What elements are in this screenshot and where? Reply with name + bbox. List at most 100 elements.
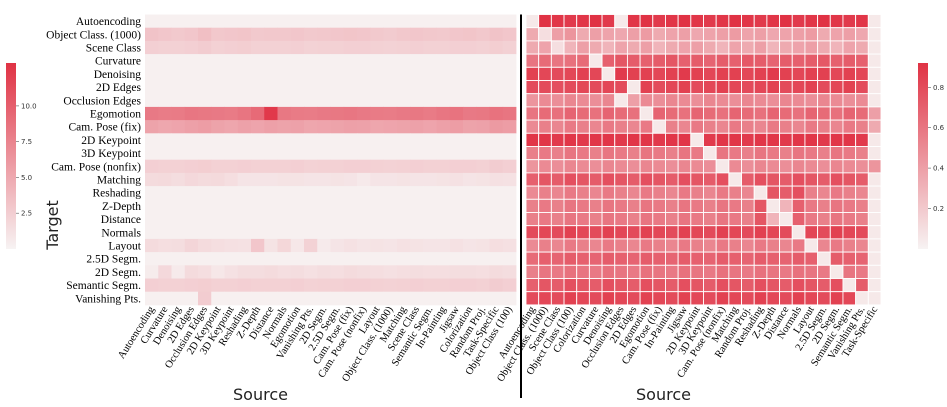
heatmap-cell	[550, 132, 565, 147]
heatmap-cell	[829, 93, 844, 108]
heatmap-cell	[317, 291, 331, 306]
heatmap-cell	[677, 14, 692, 29]
heatmap-cell	[817, 238, 831, 253]
heatmap-cell	[489, 252, 504, 266]
heatmap-cell	[290, 80, 305, 95]
heatmap-cell	[211, 238, 225, 253]
heatmap-cell	[867, 66, 882, 81]
heatmap-cell	[804, 53, 819, 68]
heatmap-cell	[563, 40, 578, 55]
heatmap-cell	[779, 238, 793, 253]
row-label: Cam. Pose (fix)	[68, 122, 141, 134]
heatmap-cell	[370, 14, 384, 29]
heatmap-cell	[665, 159, 679, 174]
heatmap-cell	[502, 67, 517, 81]
heatmap-cell	[251, 146, 265, 161]
heatmap-cell	[423, 159, 437, 174]
heatmap-panel-1	[145, 14, 517, 306]
heatmap-cell	[290, 252, 305, 266]
heatmap-cell	[867, 146, 882, 161]
heatmap-cell	[525, 40, 540, 55]
heatmap-cell	[396, 146, 411, 161]
heatmap-cell	[171, 212, 186, 227]
heatmap-cell	[601, 291, 616, 306]
heatmap-cell	[171, 40, 186, 55]
heatmap-cell	[171, 225, 186, 240]
heatmap-cell	[449, 120, 464, 134]
heatmap-cell	[171, 80, 186, 95]
heatmap-cell	[703, 172, 717, 187]
heatmap-cell	[626, 119, 641, 134]
heatmap-cell	[264, 212, 278, 227]
heatmap-cell	[158, 14, 172, 29]
heatmap-cell	[563, 93, 578, 108]
heatmap-cell	[237, 159, 252, 174]
heatmap-cell	[449, 67, 464, 81]
heatmap-cell	[741, 159, 755, 174]
heatmap-cell	[224, 252, 239, 266]
heatmap-cell	[817, 14, 831, 29]
heatmap-cell	[588, 14, 603, 29]
heatmap-cell	[449, 106, 464, 121]
heatmap-cell	[703, 132, 717, 147]
heatmap-cell	[588, 53, 603, 68]
heatmap-cell	[145, 67, 159, 81]
heatmap-cell	[304, 186, 318, 200]
heatmap-cell	[436, 27, 451, 42]
heatmap-cell	[563, 238, 578, 253]
heatmap-cell	[264, 80, 278, 95]
heatmap-cell	[614, 291, 628, 306]
heatmap-cell	[538, 172, 552, 187]
heatmap-cell	[277, 120, 292, 134]
heatmap-cell	[741, 238, 755, 253]
heatmap-cell	[525, 106, 540, 121]
colorbar-tick-label: 2.5	[21, 210, 32, 218]
heatmap-cell	[145, 80, 159, 95]
heatmap-cell	[538, 132, 552, 147]
heatmap-cell	[396, 93, 411, 108]
heatmap-cell	[396, 278, 411, 293]
heatmap-cell	[184, 67, 199, 81]
row-label: Distance	[101, 214, 141, 226]
heatmap-cell	[855, 212, 869, 227]
row-label: Autoencoding	[76, 16, 141, 28]
heatmap-cell	[626, 66, 641, 81]
heatmap-cell	[576, 278, 590, 293]
heatmap-cell	[728, 80, 742, 95]
row-label: Semantic Segm.	[66, 280, 141, 292]
heatmap-cell	[330, 27, 345, 42]
heatmap-cell	[779, 119, 793, 134]
heatmap-cell	[251, 67, 265, 81]
heatmap-cell	[728, 291, 742, 306]
heatmap-cell	[829, 40, 844, 55]
heatmap-cell	[158, 40, 172, 55]
heatmap-cell	[463, 106, 477, 121]
heatmap-cell	[550, 278, 565, 293]
heatmap-cell	[601, 66, 616, 81]
heatmap-cell	[525, 172, 540, 187]
heatmap-cell	[829, 80, 844, 95]
heatmap-cell	[639, 264, 654, 279]
heatmap-cell	[525, 291, 540, 306]
heatmap-cell	[867, 93, 882, 108]
heatmap-cell	[396, 291, 411, 306]
heatmap-cell	[779, 159, 793, 174]
heatmap-cell	[550, 106, 565, 121]
heatmap-cell	[211, 199, 225, 213]
heatmap-cell	[550, 53, 565, 68]
heatmap-cell	[463, 133, 477, 147]
heatmap-cell	[728, 40, 742, 55]
heatmap-cell	[855, 40, 869, 55]
heatmap-cell	[842, 14, 857, 29]
heatmap-cell	[436, 159, 451, 174]
heatmap-cell	[867, 40, 882, 55]
heatmap-cell	[804, 159, 819, 174]
heatmap-cell	[502, 199, 517, 213]
heatmap-cell	[804, 106, 819, 121]
heatmap-cell	[489, 278, 504, 293]
heatmap-cell	[829, 225, 844, 240]
heatmap-cell	[728, 53, 742, 68]
heatmap-cell	[463, 146, 477, 161]
heatmap-cell	[383, 159, 398, 174]
heatmap-cell	[829, 172, 844, 187]
